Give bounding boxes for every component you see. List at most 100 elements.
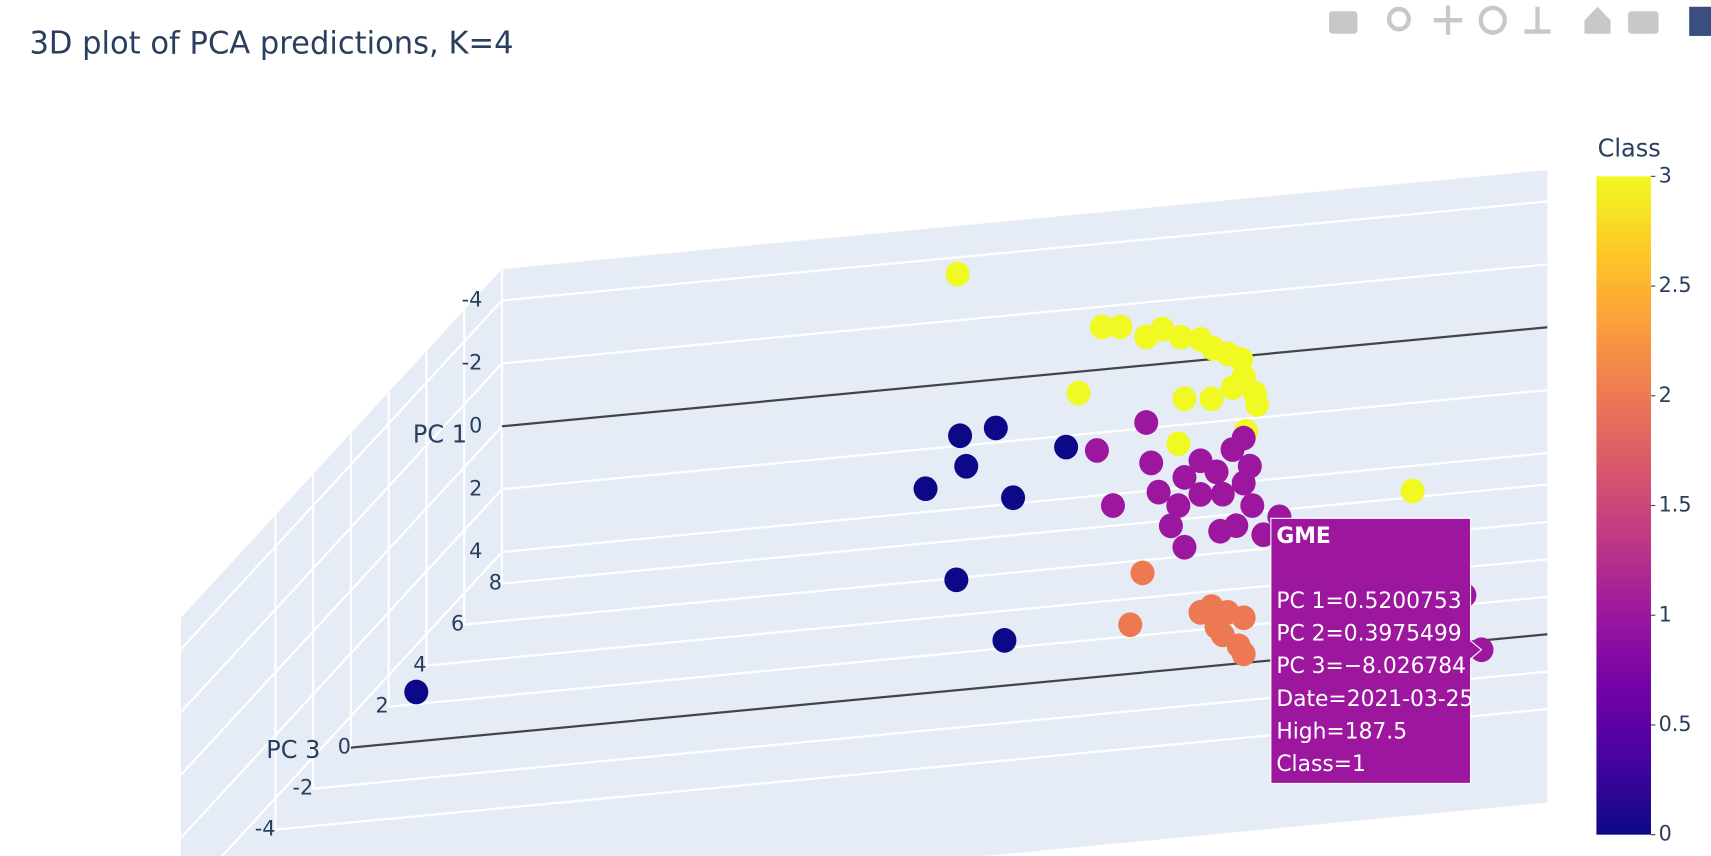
point <box>1066 380 1091 406</box>
zoom-button[interactable] <box>1386 6 1411 32</box>
point <box>1166 431 1191 457</box>
point <box>1001 485 1026 511</box>
hover-line: Class=1 <box>1276 751 1365 777</box>
point <box>1158 513 1183 539</box>
point <box>1240 493 1265 518</box>
point <box>1172 465 1197 490</box>
point <box>1150 316 1175 342</box>
hover-line: PC 1=0.5200753 <box>1276 588 1461 614</box>
point <box>404 679 429 705</box>
x-tick-label: -2 <box>462 349 483 374</box>
colorbar-title: Class <box>1598 133 1661 162</box>
hover-title: GME <box>1276 523 1330 549</box>
grid-line <box>501 263 1548 365</box>
colorbar-tick-label: 1.5 <box>1659 491 1692 516</box>
hover-line: High=187.5 <box>1276 718 1407 744</box>
turntable-button[interactable] <box>1524 6 1551 34</box>
point <box>945 261 970 287</box>
point <box>1224 513 1249 538</box>
point <box>1199 386 1224 412</box>
point <box>1210 481 1235 507</box>
colorbar-tick-label: 0 <box>1659 820 1672 845</box>
point <box>1130 560 1155 586</box>
orbit-button[interactable] <box>1478 5 1507 35</box>
axis-line <box>350 633 1548 749</box>
point <box>1231 605 1256 631</box>
z-tick-label: 2 <box>375 692 388 717</box>
point <box>1245 392 1270 417</box>
x-tick-label: 0 <box>469 412 482 437</box>
grid-line <box>426 558 1548 667</box>
z-tick-label: -2 <box>292 774 313 799</box>
point <box>1100 493 1125 518</box>
x-tick-label: 2 <box>469 475 482 500</box>
z-tick-label: 6 <box>451 610 464 635</box>
point <box>1139 450 1164 476</box>
colorbar-tick-label: 2 <box>1659 382 1672 407</box>
point <box>913 476 938 502</box>
hover-line: Date=2021-03-25 <box>1276 686 1473 712</box>
point <box>1204 459 1229 485</box>
point <box>1168 324 1193 350</box>
plotly-logo[interactable] <box>1689 6 1711 36</box>
point <box>992 628 1017 653</box>
z-tick-label: 8 <box>489 569 502 594</box>
colorbar-tick-label: 2.5 <box>1659 272 1692 297</box>
point <box>1146 479 1171 505</box>
camera-button[interactable] <box>1329 11 1358 34</box>
point <box>944 567 969 593</box>
grid-line <box>180 488 503 839</box>
grid-line <box>501 389 1548 491</box>
point <box>1089 314 1114 340</box>
point <box>1220 375 1245 400</box>
modebar <box>1329 5 1711 36</box>
x-axis-title: PC 1 <box>413 419 467 448</box>
grid-line <box>180 362 503 713</box>
scene[interactable] <box>180 129 1711 856</box>
grid-line <box>220 551 503 856</box>
grid-line <box>464 520 1548 626</box>
z-tick-label: 0 <box>338 733 351 758</box>
point <box>1118 612 1143 638</box>
point <box>1084 438 1109 463</box>
grid-line <box>501 483 1548 585</box>
grid-line <box>180 299 503 650</box>
point <box>1231 425 1256 451</box>
point <box>1231 641 1256 667</box>
point <box>1172 386 1197 412</box>
point <box>1231 470 1256 496</box>
colorbar-tick-label: 1 <box>1659 601 1672 626</box>
pan-button[interactable] <box>1433 5 1463 35</box>
z-axis-title: PC 3 <box>266 735 320 764</box>
point <box>1400 478 1425 504</box>
point <box>1134 410 1159 435</box>
grid-line <box>275 707 1548 831</box>
point <box>1172 534 1197 560</box>
colorbar-tick-label: 0.5 <box>1659 711 1692 736</box>
point <box>1204 614 1229 640</box>
point <box>1188 482 1213 507</box>
x-tick-label: -4 <box>462 286 483 311</box>
hover-line: PC 3=−8.026784 <box>1276 653 1466 679</box>
colorbar <box>1596 176 1651 835</box>
z-tick-label: 4 <box>413 651 426 676</box>
side-wall <box>181 269 502 856</box>
camera-view-button[interactable] <box>1628 11 1659 34</box>
colorbar-tick-label: 3 <box>1659 162 1672 187</box>
point <box>948 423 973 449</box>
grid-line <box>313 670 1548 790</box>
point <box>1108 314 1133 340</box>
chart-title: 3D plot of PCA predictions, K=4 <box>29 25 513 62</box>
hover-line: PC 2=0.3975499 <box>1276 620 1461 646</box>
point <box>1251 522 1276 548</box>
point <box>1054 434 1079 460</box>
hover-label: GME PC 1=0.5200753 PC 2=0.3975499 PC 3=−8.0… <box>1270 517 1483 785</box>
grid-line <box>501 200 1548 302</box>
z-tick-label: -4 <box>255 815 276 840</box>
x-tick-label: 4 <box>469 538 482 563</box>
point <box>983 415 1008 441</box>
home-button[interactable] <box>1584 6 1611 34</box>
hover-box <box>1270 517 1483 785</box>
grid-line <box>180 425 503 776</box>
